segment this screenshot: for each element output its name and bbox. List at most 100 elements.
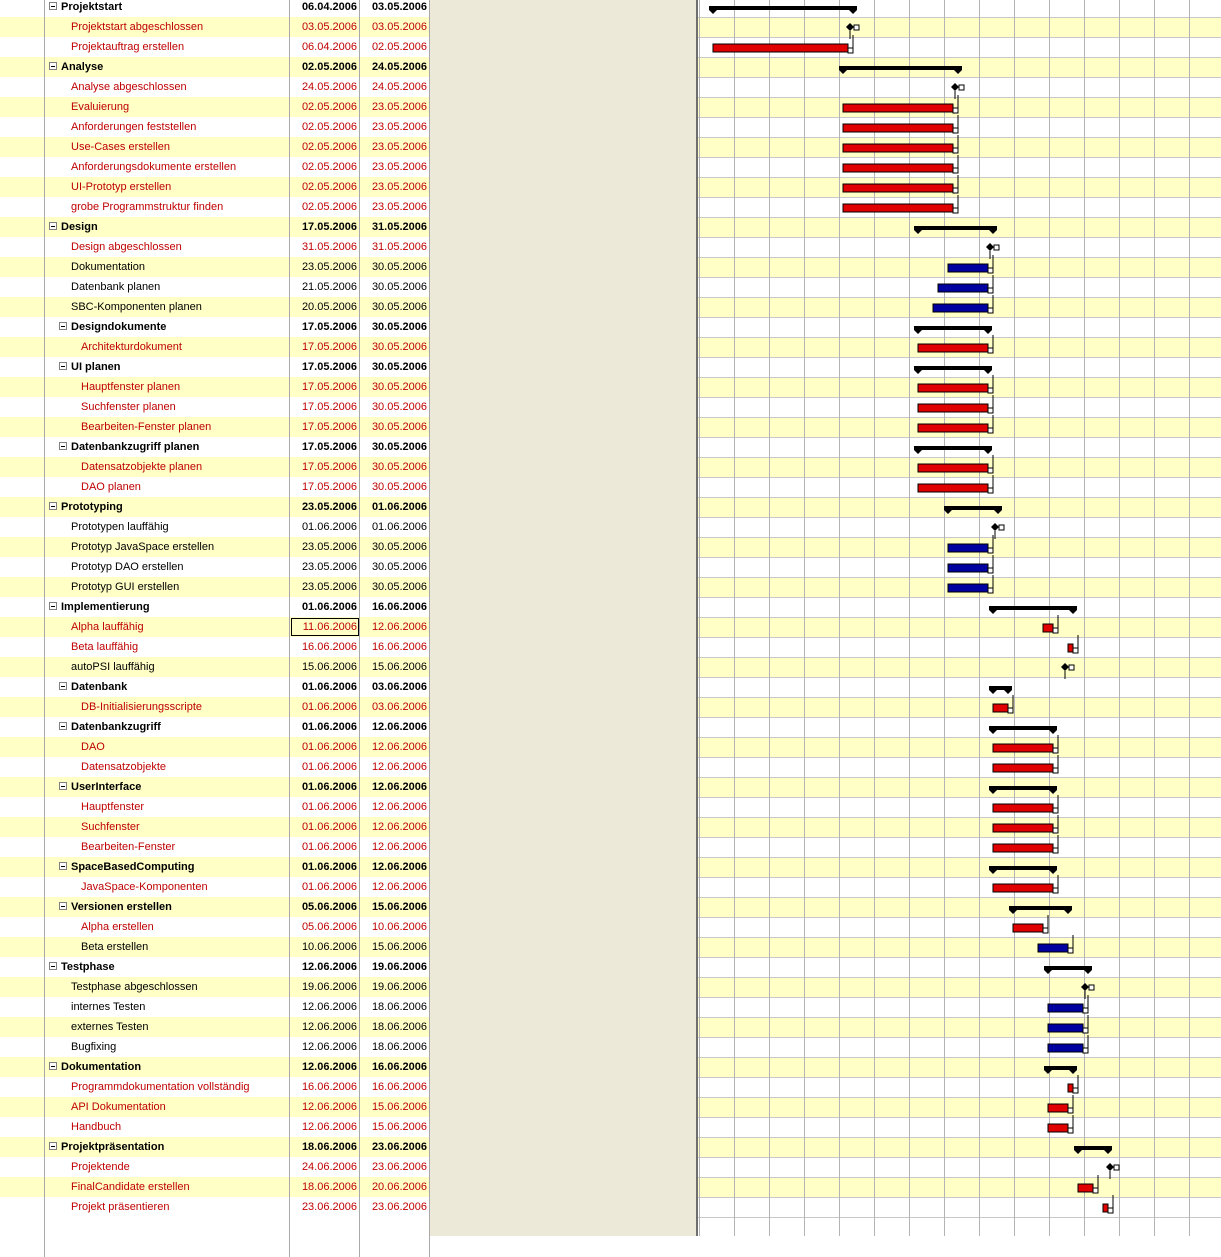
task-start-cell[interactable]: 23.06.2006	[290, 1197, 360, 1217]
task-end-cell[interactable]: 23.06.2006	[360, 1197, 430, 1217]
summary-task-row[interactable]: UI planen 17.05.2006 30.05.2006	[0, 357, 430, 377]
task-name-cell[interactable]: Dokumentation	[45, 257, 290, 277]
task-end-cell[interactable]: 16.06.2006	[360, 1057, 430, 1077]
task-end-cell[interactable]: 23.05.2006	[360, 117, 430, 137]
collapse-toggle-icon[interactable]	[59, 362, 67, 370]
task-end-cell[interactable]: 30.05.2006	[360, 317, 430, 337]
task-row[interactable]: Beta lauffähig 16.06.2006 16.06.2006	[0, 637, 430, 657]
task-row[interactable]: FinalCandidate erstellen 18.06.2006 20.06.…	[0, 1177, 430, 1197]
task-end-cell[interactable]: 30.05.2006	[360, 537, 430, 557]
collapse-toggle-icon[interactable]	[49, 222, 57, 230]
task-start-cell[interactable]: 18.06.2006	[290, 1137, 360, 1157]
task-name-cell[interactable]: Alpha erstellen	[45, 917, 290, 937]
task-end-cell[interactable]: 30.05.2006	[360, 257, 430, 277]
task-start-cell[interactable]: 02.05.2006	[290, 97, 360, 117]
task-end-cell[interactable]: 31.05.2006	[360, 237, 430, 257]
task-name-cell[interactable]: Projekt präsentieren	[45, 1197, 290, 1217]
task-row[interactable]: autoPSI lauffähig 15.06.2006 15.06.2006	[0, 657, 430, 677]
task-row[interactable]: grobe Programmstruktur finden 02.05.2006 2…	[0, 197, 430, 217]
task-start-cell[interactable]: 01.06.2006	[290, 677, 360, 697]
task-row[interactable]: Prototyp DAO erstellen 23.05.2006 30.05.20…	[0, 557, 430, 577]
task-name-cell[interactable]: Versionen erstellen	[45, 897, 290, 917]
task-name-cell[interactable]: Bugfixing	[45, 1037, 290, 1057]
task-end-cell[interactable]: 16.06.2006	[360, 597, 430, 617]
task-end-cell[interactable]: 20.06.2006	[360, 1177, 430, 1197]
task-row[interactable]: Hauptfenster planen 17.05.2006 30.05.2006	[0, 377, 430, 397]
task-name-cell[interactable]: JavaSpace-Komponenten	[45, 877, 290, 897]
task-name-cell[interactable]: Projektstart abgeschlossen	[45, 17, 290, 37]
task-name-cell[interactable]: API Dokumentation	[45, 1097, 290, 1117]
task-end-cell[interactable]: 18.06.2006	[360, 1037, 430, 1057]
task-end-cell[interactable]: 03.05.2006	[360, 0, 430, 17]
task-end-cell[interactable]: 12.06.2006	[360, 797, 430, 817]
summary-task-row[interactable]: Testphase 12.06.2006 19.06.2006	[0, 957, 430, 977]
collapse-toggle-icon[interactable]	[49, 62, 57, 70]
task-name-cell[interactable]: Projektstart	[45, 0, 290, 17]
task-end-cell[interactable]: 15.06.2006	[360, 657, 430, 677]
task-start-cell[interactable]: 12.06.2006	[290, 1037, 360, 1057]
task-start-cell[interactable]: 12.06.2006	[290, 1097, 360, 1117]
task-end-cell[interactable]: 23.06.2006	[360, 1157, 430, 1177]
task-end-cell[interactable]: 30.05.2006	[360, 377, 430, 397]
task-start-cell[interactable]: 06.04.2006	[290, 37, 360, 57]
task-start-cell[interactable]: 19.06.2006	[290, 977, 360, 997]
task-row[interactable]: Prototyp GUI erstellen 23.05.2006 30.05.20…	[0, 577, 430, 597]
summary-task-row[interactable]: Datenbankzugriff planen 17.05.2006 30.05.2…	[0, 437, 430, 457]
task-row[interactable]: Suchfenster planen 17.05.2006 30.05.2006	[0, 397, 430, 417]
task-name-cell[interactable]: SpaceBasedComputing	[45, 857, 290, 877]
task-end-cell[interactable]: 30.05.2006	[360, 417, 430, 437]
task-end-cell[interactable]: 30.05.2006	[360, 557, 430, 577]
task-row[interactable]: Hauptfenster 01.06.2006 12.06.2006	[0, 797, 430, 817]
task-start-cell[interactable]: 01.06.2006	[290, 777, 360, 797]
task-row[interactable]: Dokumentation 23.05.2006 30.05.2006	[0, 257, 430, 277]
task-row[interactable]: UI-Prototyp erstellen 02.05.2006 23.05.200…	[0, 177, 430, 197]
task-name-cell[interactable]: Datenbank	[45, 677, 290, 697]
task-start-cell[interactable]: 24.05.2006	[290, 77, 360, 97]
task-row[interactable]: JavaSpace-Komponenten 01.06.2006 12.06.200…	[0, 877, 430, 897]
task-name-cell[interactable]: Analyse abgeschlossen	[45, 77, 290, 97]
pane-divider[interactable]	[696, 0, 698, 1236]
summary-task-row[interactable]: Analyse 02.05.2006 24.05.2006	[0, 57, 430, 77]
summary-task-row[interactable]: Projektstart 06.04.2006 03.05.2006	[0, 0, 430, 17]
task-name-cell[interactable]: Use-Cases erstellen	[45, 137, 290, 157]
task-name-cell[interactable]: Datensatzobjekte	[45, 757, 290, 777]
task-row[interactable]: Anforderungen feststellen 02.05.2006 23.05…	[0, 117, 430, 137]
collapse-toggle-icon[interactable]	[49, 1062, 57, 1070]
task-end-cell[interactable]: 18.06.2006	[360, 1017, 430, 1037]
task-start-cell[interactable]: 12.06.2006	[290, 1017, 360, 1037]
task-end-cell[interactable]: 19.06.2006	[360, 977, 430, 997]
task-name-cell[interactable]: Architekturdokument	[45, 337, 290, 357]
task-name-cell[interactable]: Prototyp JavaSpace erstellen	[45, 537, 290, 557]
task-end-cell[interactable]: 12.06.2006	[360, 737, 430, 757]
task-row[interactable]: API Dokumentation 12.06.2006 15.06.2006	[0, 1097, 430, 1117]
task-name-cell[interactable]: Beta erstellen	[45, 937, 290, 957]
task-name-cell[interactable]: Projektende	[45, 1157, 290, 1177]
task-name-cell[interactable]: grobe Programmstruktur finden	[45, 197, 290, 217]
task-row[interactable]: Bugfixing 12.06.2006 18.06.2006	[0, 1037, 430, 1057]
task-start-cell[interactable]: 12.06.2006	[290, 997, 360, 1017]
task-row[interactable]: Anforderungsdokumente erstellen 02.05.200…	[0, 157, 430, 177]
task-name-cell[interactable]: DAO planen	[45, 477, 290, 497]
summary-task-row[interactable]: Datenbankzugriff 01.06.2006 12.06.2006	[0, 717, 430, 737]
task-start-cell[interactable]: 12.06.2006	[290, 957, 360, 977]
task-start-cell[interactable]: 01.06.2006	[290, 737, 360, 757]
task-row[interactable]: Prototypen lauffähig 01.06.2006 01.06.2006	[0, 517, 430, 537]
task-name-cell[interactable]: Hauptfenster	[45, 797, 290, 817]
task-name-cell[interactable]: externes Testen	[45, 1017, 290, 1037]
task-name-cell[interactable]: Alpha lauffähig	[45, 617, 290, 637]
task-start-cell[interactable]: 01.06.2006	[290, 597, 360, 617]
task-start-cell[interactable]: 10.06.2006	[290, 937, 360, 957]
task-end-cell[interactable]: 01.06.2006	[360, 497, 430, 517]
task-start-cell[interactable]: 01.06.2006	[290, 717, 360, 737]
task-name-cell[interactable]: SBC-Komponenten planen	[45, 297, 290, 317]
task-start-cell[interactable]: 17.05.2006	[290, 337, 360, 357]
task-end-cell[interactable]: 12.06.2006	[360, 717, 430, 737]
collapse-toggle-icon[interactable]	[59, 682, 67, 690]
collapse-toggle-icon[interactable]	[59, 902, 67, 910]
task-start-cell[interactable]: 01.06.2006	[290, 517, 360, 537]
task-end-cell[interactable]: 15.06.2006	[360, 1117, 430, 1137]
task-start-cell[interactable]: 31.05.2006	[290, 237, 360, 257]
task-name-cell[interactable]: autoPSI lauffähig	[45, 657, 290, 677]
summary-task-row[interactable]: SpaceBasedComputing 01.06.2006 12.06.2006	[0, 857, 430, 877]
summary-task-row[interactable]: Projektpräsentation 18.06.2006 23.06.2006	[0, 1137, 430, 1157]
